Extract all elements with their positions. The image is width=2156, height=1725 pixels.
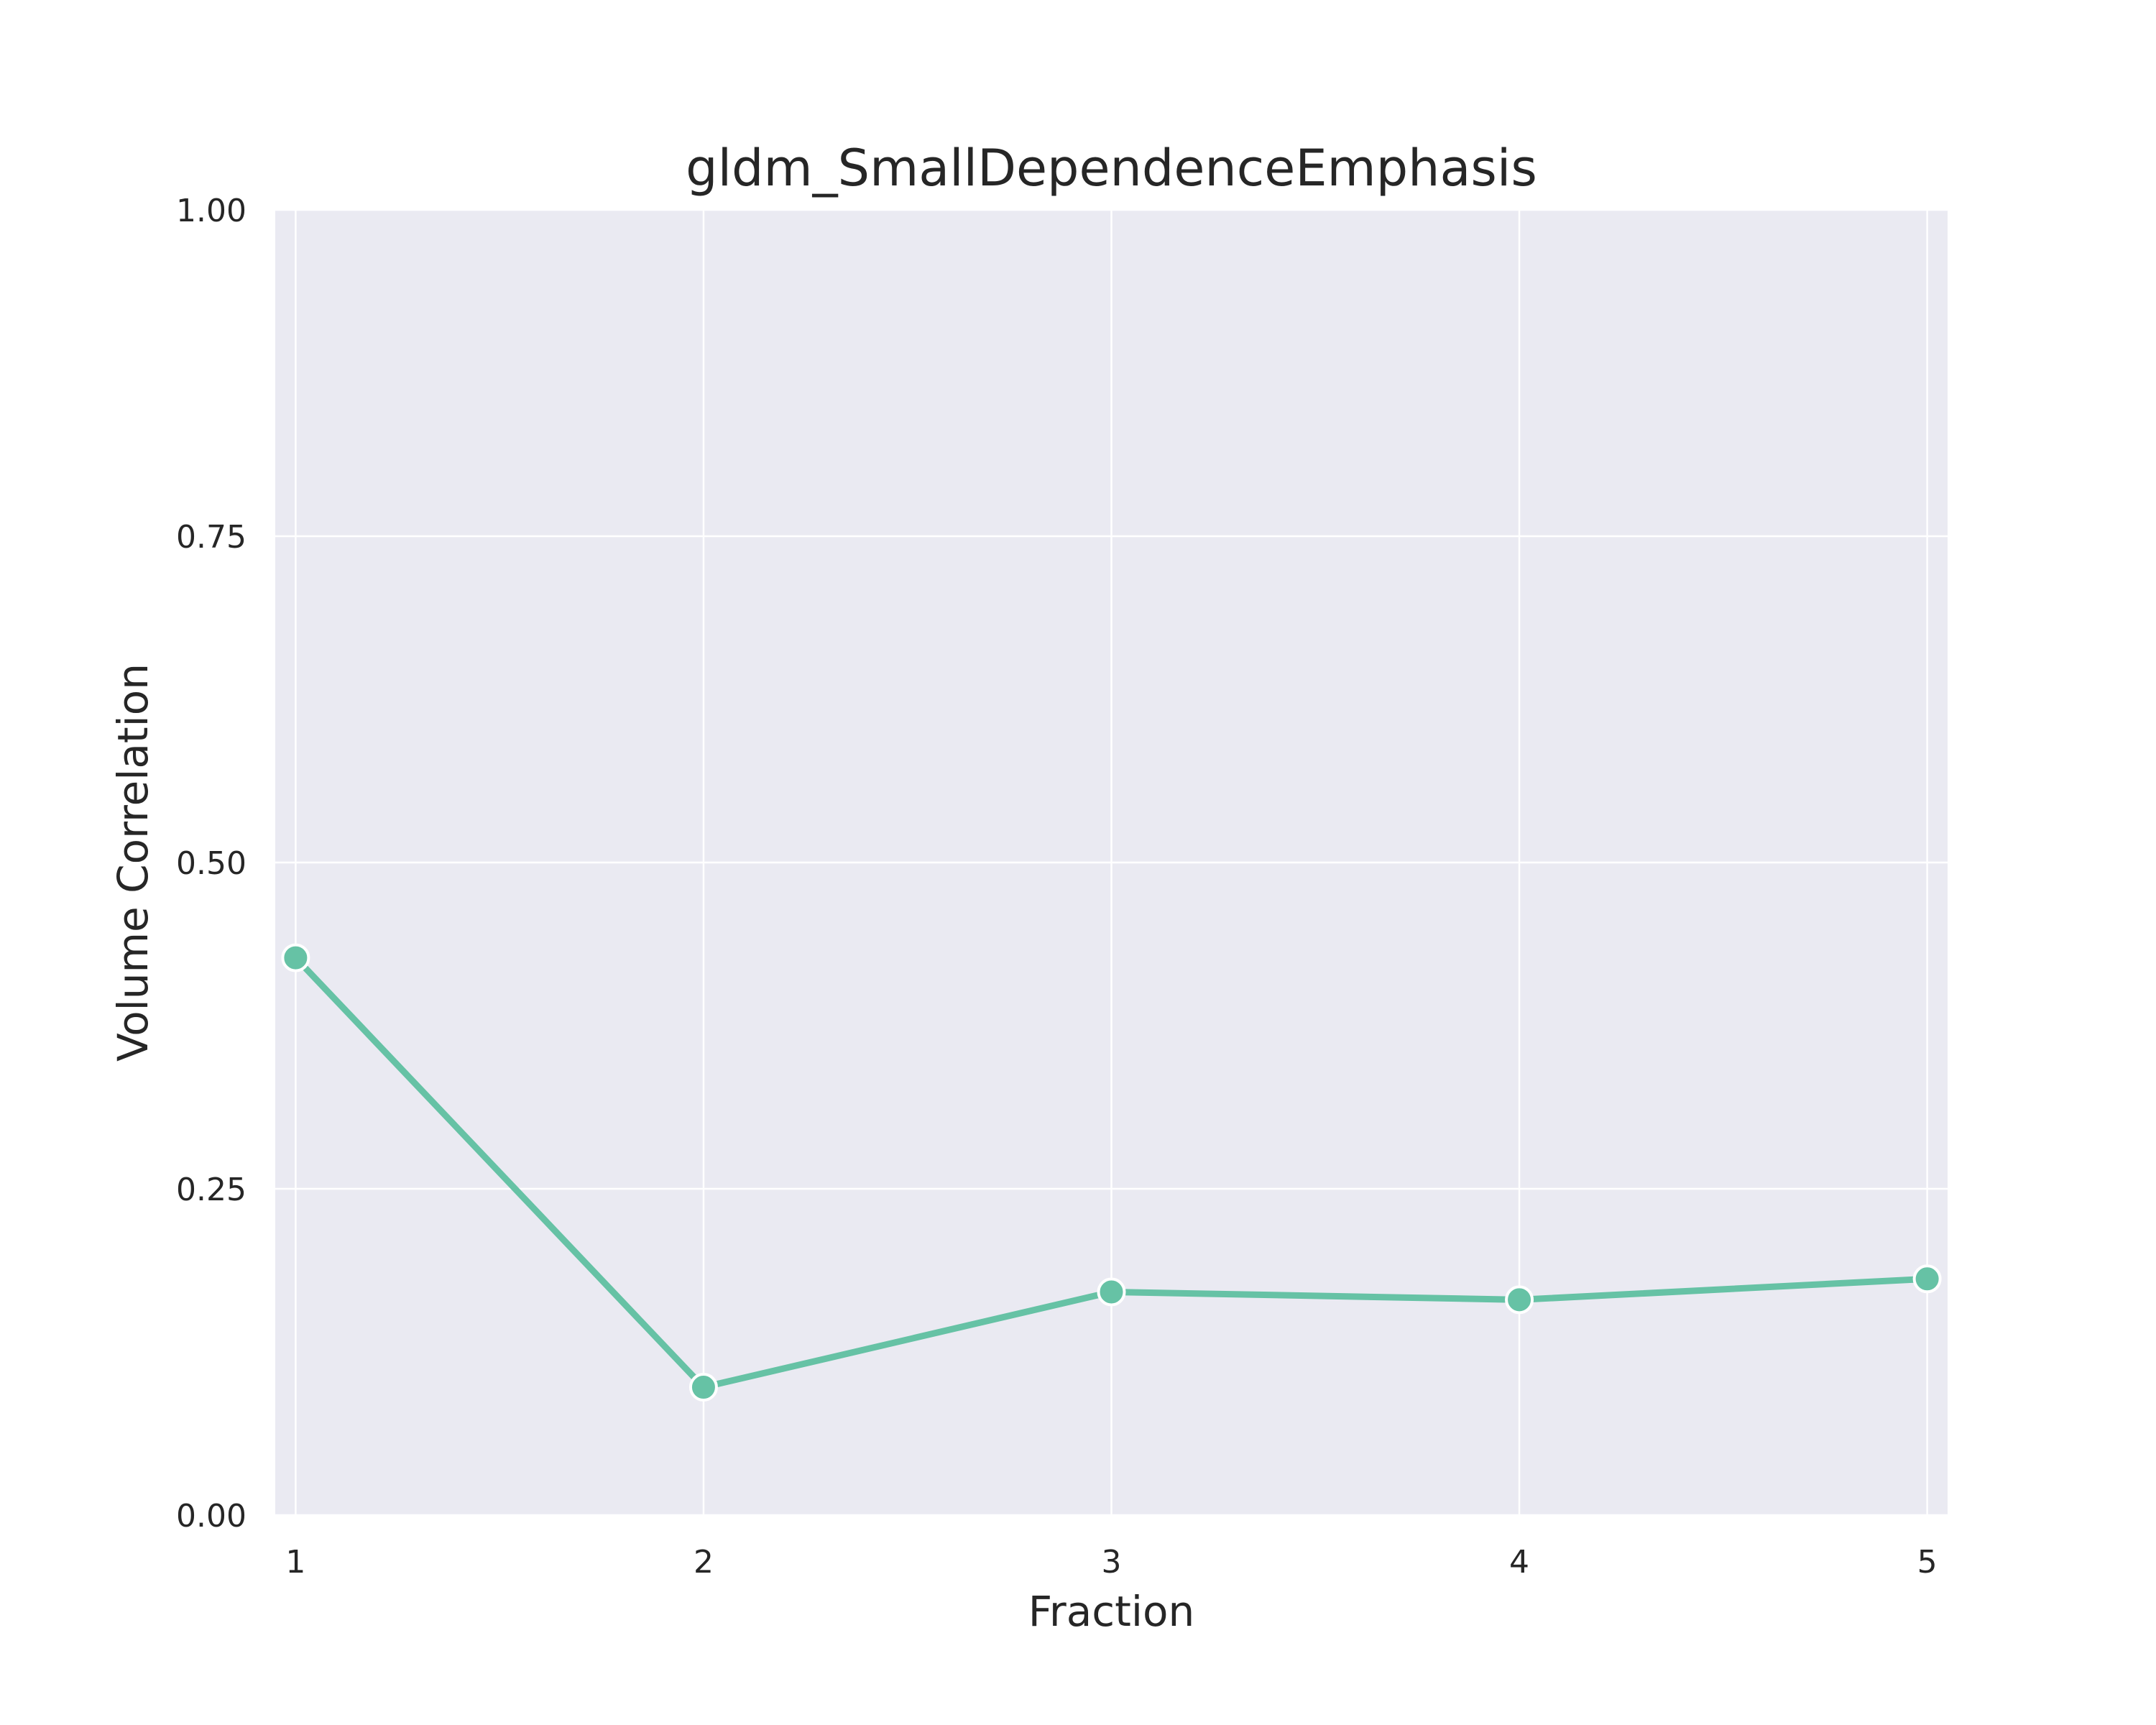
data-point <box>281 943 310 972</box>
data-point <box>1097 1277 1126 1307</box>
y-tick-label: 0.75 <box>176 519 247 556</box>
x-tick-label: 1 <box>285 1544 305 1581</box>
chart-title: gldm_SmallDependenceEmphasis <box>686 139 1537 198</box>
y-tick-label: 0.50 <box>176 845 247 882</box>
series-layer <box>281 943 1942 1402</box>
x-tick-label: 5 <box>1917 1544 1938 1581</box>
grid <box>275 208 1948 1517</box>
y-tick-label: 0.25 <box>176 1172 247 1208</box>
x-tick-label: 2 <box>694 1544 714 1581</box>
y-tick-labels: 0.00 0.25 0.50 0.75 1.00 <box>176 193 247 1535</box>
y-tick-label: 0.00 <box>176 1498 247 1535</box>
x-tick-labels: 1 2 3 4 5 <box>285 1544 1937 1581</box>
x-tick-label: 3 <box>1102 1544 1122 1581</box>
x-tick-label: 4 <box>1509 1544 1529 1581</box>
data-point <box>1505 1285 1534 1315</box>
data-point <box>1912 1264 1942 1294</box>
data-point <box>688 1373 718 1402</box>
y-tick-label: 1.00 <box>176 193 247 229</box>
y-axis-label: Volume Correlation <box>109 663 157 1062</box>
x-axis-label: Fraction <box>1028 1587 1195 1636</box>
